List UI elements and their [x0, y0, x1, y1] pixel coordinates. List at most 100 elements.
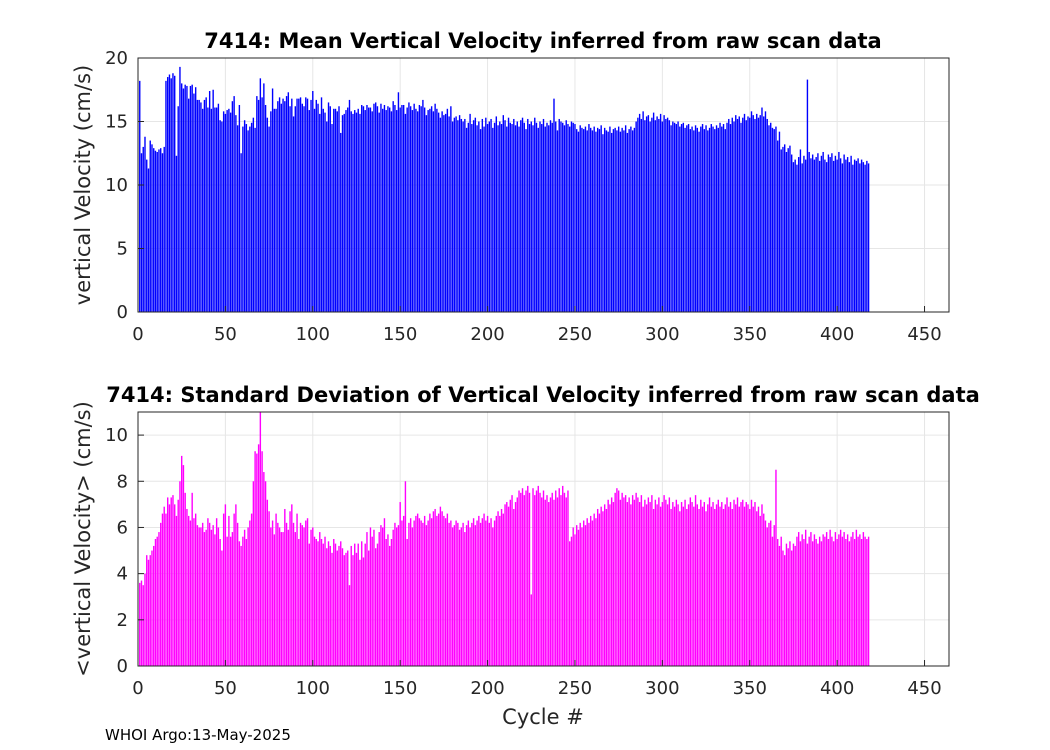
- std-velocity-bar: [790, 550, 793, 666]
- std-velocity-bar: [558, 488, 560, 666]
- mean-velocity-bar: [319, 113, 321, 312]
- std-velocity-bar: [147, 559, 150, 666]
- mean-velocity-bar: [404, 113, 407, 312]
- std-velocity-bar: [319, 532, 321, 666]
- std-velocity-bar: [549, 497, 552, 666]
- std-velocity-bar: [577, 529, 580, 666]
- std-velocity-bar: [471, 522, 473, 666]
- std-velocity-bar: [700, 499, 702, 666]
- mean-velocity-bar: [146, 159, 148, 312]
- std-velocity-bar: [429, 513, 431, 666]
- mean-velocity-bar: [499, 121, 501, 312]
- std-velocity-bar: [399, 502, 401, 666]
- std-velocity-xlabel: Cycle #: [502, 705, 584, 729]
- mean-velocity-bar: [165, 80, 167, 312]
- mean-velocity-bar: [215, 107, 218, 312]
- std-velocity-bar: [832, 541, 835, 666]
- mean-velocity-bar: [777, 140, 779, 312]
- std-velocity-bar: [432, 511, 435, 666]
- std-velocity-bar: [518, 490, 520, 666]
- std-velocity-bar: [630, 504, 632, 666]
- mean-velocity-bar: [217, 103, 220, 312]
- std-velocity-bar: [672, 502, 674, 666]
- std-velocity-bar: [296, 513, 298, 666]
- mean-velocity-bar: [357, 108, 359, 312]
- mean-velocity-bar: [200, 102, 202, 312]
- std-velocity-bar: [771, 536, 774, 666]
- std-velocity-bar: [563, 492, 566, 666]
- mean-velocity-bar: [228, 108, 230, 312]
- mean-velocity-bar: [310, 99, 312, 312]
- mean-velocity-bar: [399, 107, 401, 312]
- mean-velocity-bar: [556, 130, 559, 312]
- mean-velocity-bar: [322, 108, 324, 312]
- std-velocity-bar: [614, 492, 616, 666]
- std-velocity-bar: [507, 506, 510, 666]
- std-velocity-bar: [249, 520, 251, 666]
- mean-velocity-bar: [759, 115, 761, 313]
- mean-velocity-bar: [203, 99, 206, 312]
- mean-velocity-bar: [799, 149, 802, 312]
- std-velocity-bar: [151, 550, 153, 666]
- mean-velocity-bar: [700, 126, 702, 312]
- mean-velocity-bar: [504, 120, 506, 312]
- std-velocity-bar: [574, 534, 576, 666]
- std-velocity-bar: [385, 539, 387, 666]
- std-velocity-bar: [242, 536, 244, 666]
- std-velocity-bar: [460, 527, 463, 666]
- std-velocity-bar: [665, 499, 667, 666]
- mean-velocity-bar: [803, 155, 805, 312]
- mean-velocity-ylabel: vertical Velocity (cm/s): [71, 65, 95, 305]
- std-velocity-bar: [264, 481, 267, 666]
- std-velocity-bar: [663, 495, 665, 666]
- mean-velocity-bar: [457, 120, 459, 312]
- std-velocity-bar: [285, 522, 288, 666]
- std-velocity-bar: [717, 499, 719, 666]
- mean-velocity-bar: [763, 116, 765, 312]
- std-velocity-bar: [259, 412, 262, 666]
- std-velocity-bar: [191, 492, 193, 666]
- mean-velocity-bar: [406, 107, 408, 312]
- mean-velocity-bar: [848, 162, 851, 312]
- std-velocity-bar: [581, 527, 583, 666]
- mean-velocity-bar: [492, 127, 494, 312]
- mean-velocity-bar: [740, 122, 742, 313]
- mean-velocity-bar: [841, 163, 844, 312]
- std-velocity-bar: [600, 506, 602, 666]
- std-velocity-bar: [156, 536, 158, 666]
- std-velocity-bar: [764, 520, 767, 666]
- mean-velocity-bar: [565, 120, 567, 312]
- mean-velocity-bar: [792, 162, 795, 312]
- mean-velocity-bar: [388, 107, 391, 312]
- mean-velocity-bar: [179, 66, 181, 312]
- mean-velocity-bar: [546, 122, 548, 313]
- mean-velocity-bar: [184, 84, 186, 312]
- mean-velocity-bar: [170, 78, 172, 312]
- std-velocity-ytick-label: 4: [117, 564, 128, 585]
- mean-velocity-bar: [229, 112, 232, 312]
- std-velocity-bar: [506, 502, 508, 666]
- std-velocity-bar: [797, 532, 800, 666]
- mean-velocity-bar: [673, 122, 676, 313]
- mean-velocity-bar: [815, 157, 817, 312]
- mean-velocity-bar: [249, 126, 251, 312]
- mean-velocity-bar: [210, 108, 213, 312]
- mean-velocity-bar: [285, 96, 288, 312]
- mean-velocity-bar: [369, 107, 372, 312]
- mean-velocity-bars: [139, 66, 870, 313]
- mean-velocity-bar: [193, 93, 195, 312]
- mean-velocity-bar: [212, 89, 214, 312]
- mean-velocity-bar: [376, 106, 379, 312]
- std-velocity-bar: [511, 495, 513, 666]
- std-velocity-bar: [371, 536, 373, 666]
- std-velocity-bar: [341, 548, 344, 666]
- mean-velocity-bar: [177, 106, 179, 312]
- mean-velocity-bar: [324, 112, 326, 312]
- mean-velocity-bar: [448, 116, 450, 312]
- mean-velocity-bar: [567, 124, 569, 312]
- mean-velocity-bar: [409, 106, 412, 312]
- mean-velocity-bar: [749, 117, 751, 312]
- mean-velocity-bar: [443, 115, 445, 313]
- std-velocity-bar: [331, 552, 333, 666]
- mean-velocity-bar: [408, 102, 410, 312]
